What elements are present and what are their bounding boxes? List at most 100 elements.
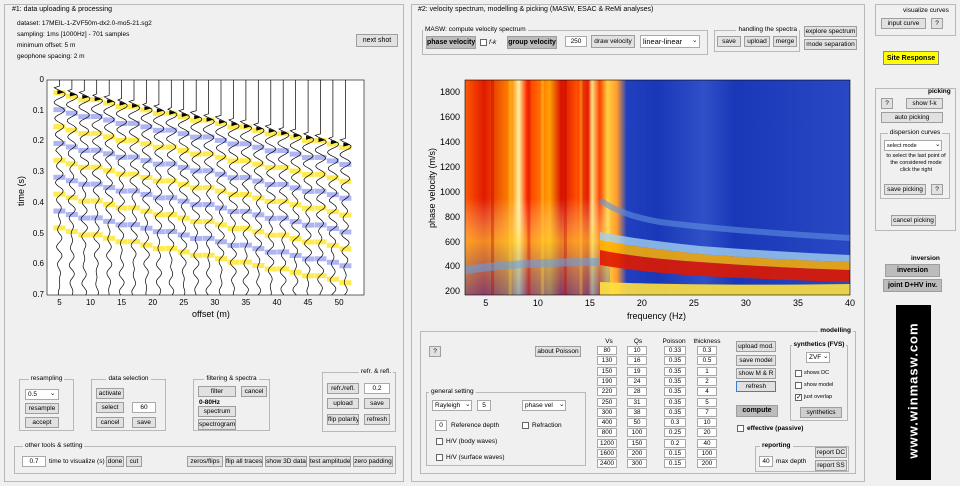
- wave-type-select[interactable]: Rayleigh: [432, 400, 472, 411]
- draw-velocity-button[interactable]: draw velocity: [591, 35, 635, 48]
- cancel-picking-button[interactable]: cancel picking: [891, 215, 936, 226]
- reference-depth-field[interactable]: 0: [435, 420, 447, 431]
- qs-cell[interactable]: 50: [627, 418, 647, 428]
- poisson-cell[interactable]: 0.15: [664, 459, 686, 469]
- qs-cell[interactable]: 28: [627, 387, 647, 397]
- shows-dc-checkbox[interactable]: [795, 370, 802, 377]
- refr-save-button[interactable]: save: [364, 398, 390, 409]
- qs-cell[interactable]: 19: [627, 366, 647, 376]
- qs-cell[interactable]: 100: [627, 428, 647, 438]
- upload-model-button[interactable]: upload mod.: [736, 341, 776, 352]
- qs-cell[interactable]: 10: [627, 346, 647, 355]
- about-poisson-button[interactable]: about Poisson: [535, 346, 581, 357]
- save-picking-button[interactable]: save picking: [884, 184, 926, 195]
- vs-cell[interactable]: 80: [597, 346, 617, 355]
- qs-cell[interactable]: 24: [627, 376, 647, 386]
- flip-all-traces-button[interactable]: flip all traces: [225, 456, 263, 467]
- poisson-cell[interactable]: 0.2: [664, 438, 686, 448]
- poisson-cell[interactable]: 0.3: [664, 418, 686, 428]
- refr-value-field[interactable]: 0.2: [364, 383, 390, 394]
- resampling-select[interactable]: 0.5: [25, 389, 59, 400]
- vs-cell[interactable]: 190: [597, 376, 617, 386]
- poisson-cell[interactable]: 0.35: [664, 387, 686, 397]
- thickness-cell[interactable]: 20: [697, 428, 717, 438]
- show-m-r-button[interactable]: show M & R: [736, 368, 776, 379]
- spectra-merge-button[interactable]: merge: [773, 36, 797, 47]
- modes-field[interactable]: 5: [477, 400, 491, 411]
- vs-cell[interactable]: 800: [597, 428, 617, 438]
- flip-polarity-button[interactable]: flip polarity: [327, 414, 359, 425]
- draw-velocity-field[interactable]: 250: [565, 36, 587, 47]
- report-ss-button[interactable]: report SS: [815, 460, 847, 471]
- refr-refl-button[interactable]: refr./refl.: [327, 383, 359, 394]
- poisson-cell[interactable]: 0.35: [664, 376, 686, 386]
- phase-velocity-button[interactable]: phase velocity: [426, 36, 476, 49]
- vs-cell[interactable]: 1200: [597, 438, 617, 448]
- vs-cell[interactable]: 300: [597, 407, 617, 417]
- activate-button[interactable]: activate: [96, 388, 124, 399]
- vs-cell[interactable]: 400: [597, 418, 617, 428]
- dispersion-help-button[interactable]: ?: [931, 184, 943, 195]
- poisson-cell[interactable]: 0.35: [664, 397, 686, 407]
- scale-select[interactable]: linear-linear: [640, 35, 700, 48]
- effective-passive-checkbox[interactable]: [737, 425, 744, 432]
- thickness-cell[interactable]: 40: [697, 438, 717, 448]
- vs-cell[interactable]: 1600: [597, 449, 617, 458]
- modelling-help-button[interactable]: ?: [429, 346, 441, 357]
- explore-spectrum-button[interactable]: explore spectrum: [804, 26, 857, 37]
- test-amplitude-button[interactable]: test amplitude: [309, 456, 351, 467]
- done-button[interactable]: done: [106, 456, 124, 467]
- filter-cancel-button[interactable]: cancel: [241, 386, 267, 397]
- auto-picking-button[interactable]: auto picking: [881, 112, 943, 123]
- site-response-button[interactable]: Site Response: [883, 51, 939, 65]
- vs-cell[interactable]: 130: [597, 356, 617, 366]
- component-select[interactable]: ZVF: [806, 352, 830, 363]
- zero-padding-button[interactable]: zero padding: [353, 456, 393, 467]
- show-fk-button[interactable]: show f-k: [906, 98, 943, 109]
- show-3d-data-button[interactable]: show 3D data: [265, 456, 307, 467]
- refraction-checkbox[interactable]: [522, 422, 529, 429]
- synthetics-button[interactable]: synthetics: [800, 407, 842, 418]
- group-velocity-button[interactable]: group velocity: [507, 36, 557, 49]
- inversion-button[interactable]: inversion: [885, 264, 940, 277]
- model-refresh-button[interactable]: refresh: [736, 381, 776, 392]
- thickness-cell[interactable]: 0.3: [697, 346, 717, 355]
- accept-button[interactable]: accept: [25, 417, 59, 428]
- vs-cell[interactable]: 150: [597, 366, 617, 376]
- selection-save-button[interactable]: save: [132, 417, 156, 428]
- hv-surface-checkbox[interactable]: [436, 454, 443, 461]
- thickness-cell[interactable]: 7: [697, 407, 717, 417]
- vs-cell[interactable]: 250: [597, 397, 617, 407]
- compute-button[interactable]: compute: [736, 405, 778, 417]
- cut-button[interactable]: cut: [126, 456, 142, 467]
- poisson-cell[interactable]: 0.33: [664, 346, 686, 355]
- picking-help-button[interactable]: ?: [881, 98, 893, 109]
- fk-checkbox[interactable]: [480, 39, 487, 46]
- refr-upload-button[interactable]: upload: [327, 398, 359, 409]
- poisson-cell[interactable]: 0.35: [664, 407, 686, 417]
- vs-cell[interactable]: 220: [597, 387, 617, 397]
- save-model-button[interactable]: save model: [736, 355, 776, 366]
- input-curve-button[interactable]: input curve: [881, 18, 926, 29]
- next-shot-button[interactable]: next shot: [356, 34, 398, 47]
- zeros-flips-button[interactable]: zeros/flips: [187, 456, 223, 467]
- qs-cell[interactable]: 38: [627, 407, 647, 417]
- thickness-cell[interactable]: 200: [697, 459, 717, 469]
- thickness-cell[interactable]: 100: [697, 449, 717, 458]
- poisson-cell[interactable]: 0.35: [664, 356, 686, 366]
- thickness-cell[interactable]: 2: [697, 376, 717, 386]
- time-visualize-field[interactable]: 0.7: [22, 456, 46, 467]
- refr-refresh-button[interactable]: refresh: [364, 414, 390, 425]
- selection-cancel-button[interactable]: cancel: [96, 417, 124, 428]
- thickness-cell[interactable]: 10: [697, 418, 717, 428]
- thickness-cell[interactable]: 5: [697, 397, 717, 407]
- qs-cell[interactable]: 16: [627, 356, 647, 366]
- show-model-checkbox[interactable]: [795, 382, 802, 389]
- visualize-help-button[interactable]: ?: [931, 18, 943, 29]
- velocity-type-select[interactable]: phase vel: [522, 400, 566, 411]
- select-mode-select[interactable]: select mode: [884, 140, 942, 151]
- poisson-cell[interactable]: 0.15: [664, 449, 686, 458]
- thickness-cell[interactable]: 0.5: [697, 356, 717, 366]
- just-overlap-checkbox[interactable]: ✓: [795, 394, 802, 401]
- hv-body-checkbox[interactable]: [436, 438, 443, 445]
